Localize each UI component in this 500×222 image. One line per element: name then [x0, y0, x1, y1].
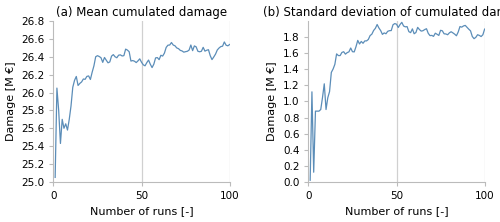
Y-axis label: Damage [M €]: Damage [M €]	[267, 62, 277, 141]
Y-axis label: Damage [M €]: Damage [M €]	[6, 62, 16, 141]
Title: (b) Standard deviation of cumulated damage: (b) Standard deviation of cumulated dama…	[263, 6, 500, 19]
X-axis label: Number of runs [-]: Number of runs [-]	[344, 206, 449, 216]
Title: (a) Mean cumulated damage: (a) Mean cumulated damage	[56, 6, 227, 19]
X-axis label: Number of runs [-]: Number of runs [-]	[90, 206, 194, 216]
